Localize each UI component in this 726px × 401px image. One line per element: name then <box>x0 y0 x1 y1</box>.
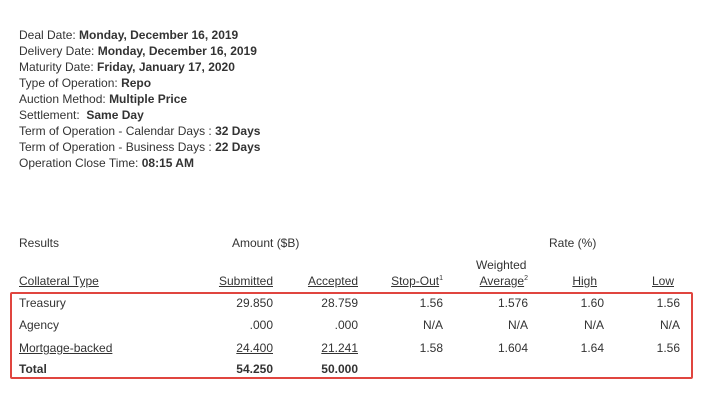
weighted-header-line1: Weighted <box>476 258 527 272</box>
cell-low: N/A <box>659 318 680 332</box>
low-header: Low <box>651 274 674 288</box>
term-calendar-days: Term of Operation - Calendar Days : 32 D… <box>19 124 261 138</box>
cell-weighted-average: N/A <box>507 318 528 332</box>
cell-total-accepted: 50.000 <box>321 362 358 376</box>
cell-low: 1.56 <box>656 341 680 355</box>
term-business-days: Term of Operation - Business Days : 22 D… <box>19 140 261 154</box>
auction-method: Auction Method: Multiple Price <box>19 92 188 106</box>
cell-collateral-type: Agency <box>19 318 60 332</box>
highlight-box <box>10 292 693 379</box>
deal-date: Deal Date: Monday, December 16, 2019 <box>19 28 239 42</box>
high-header: High <box>572 274 597 288</box>
cell-submitted: .000 <box>249 318 273 332</box>
cell-accepted: .000 <box>334 318 358 332</box>
cell-high: 1.64 <box>580 341 604 355</box>
cell-collateral-type: Treasury <box>19 296 66 310</box>
cell-submitted: 29.850 <box>236 296 273 310</box>
settlement: Settlement: Same Day <box>19 108 144 122</box>
accepted-header: Accepted <box>307 274 358 288</box>
amount-group-label: Amount ($B) <box>232 236 300 250</box>
stop-out-header: Stop-Out1 <box>391 274 443 288</box>
cell-accepted: 28.759 <box>321 296 358 310</box>
operation-close-time: Operation Close Time: 08:15 AM <box>19 156 194 170</box>
maturity-date: Maturity Date: Friday, January 17, 2020 <box>19 60 235 74</box>
cell-low: 1.56 <box>656 296 680 310</box>
mortgage-submitted-link[interactable]: 24.400 <box>236 341 273 355</box>
cell-stop-out: N/A <box>422 318 443 332</box>
weighted-average-footnote-marker: 2 <box>524 275 528 282</box>
operation-type: Type of Operation: Repo <box>19 76 152 90</box>
submitted-header: Submitted <box>218 274 273 288</box>
mortgage-backed-link[interactable]: Mortgage-backed <box>19 341 113 355</box>
mortgage-accepted-link[interactable]: 21.241 <box>321 341 358 355</box>
cell-high: N/A <box>583 318 604 332</box>
cell-weighted-average: 1.576 <box>497 296 528 310</box>
cell-total-submitted: 54.250 <box>236 362 273 376</box>
rate-group-label: Rate (%) <box>549 236 597 250</box>
cell-stop-out: 1.56 <box>419 296 443 310</box>
cell-total-label: Total <box>19 362 47 376</box>
cell-high: 1.60 <box>580 296 604 310</box>
results-label: Results <box>19 236 60 250</box>
collateral-type-header: Collateral Type <box>19 274 99 288</box>
operation-details: Deal Date: Monday, December 16, 2019 Del… <box>19 27 260 171</box>
weighted-average-header: Average2 <box>479 274 528 288</box>
cell-stop-out: 1.58 <box>419 341 443 355</box>
delivery-date: Delivery Date: Monday, December 16, 2019 <box>19 44 257 58</box>
stop-out-footnote-marker: 1 <box>439 275 443 282</box>
cell-weighted-average: 1.604 <box>497 341 528 355</box>
